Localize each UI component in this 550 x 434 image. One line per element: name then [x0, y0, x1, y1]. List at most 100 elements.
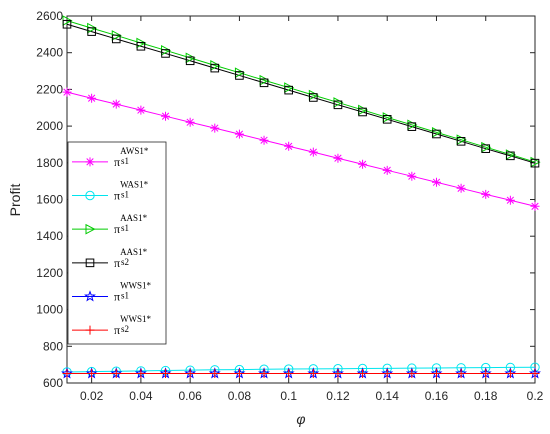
data-point [308, 368, 318, 378]
legend-marker [85, 325, 95, 335]
data-point [284, 85, 293, 95]
data-point [62, 19, 72, 29]
data-point [62, 87, 72, 97]
legend-marker [85, 258, 95, 268]
data-point [259, 368, 269, 378]
data-point [308, 147, 318, 157]
y-tick-label: 600 [43, 376, 63, 390]
data-point [136, 368, 146, 378]
data-point [506, 151, 515, 161]
legend: πAWS1* s1 πWAS1* s1 πAAS1* s1 πAAS1* s2 πWWS1* s1… [67, 141, 167, 345]
data-point [431, 177, 441, 187]
data-point [259, 78, 269, 88]
data-point [161, 368, 171, 378]
x-tick-label: 0.14 [376, 389, 400, 403]
y-tick-label: 2600 [36, 9, 63, 23]
data-point [481, 368, 491, 378]
data-point [358, 159, 368, 169]
data-point [407, 368, 417, 378]
data-point [87, 27, 96, 36]
data-point [456, 368, 466, 378]
legend-label: πAAS1* s2 [114, 247, 148, 270]
data-point [530, 158, 540, 168]
x-tick-label: 0.08 [228, 389, 252, 403]
y-tick-label: 800 [43, 339, 63, 353]
x-tick-label: 0.06 [178, 389, 202, 403]
data-point [185, 56, 195, 66]
data-point [530, 368, 540, 378]
y-tick-label: 2200 [36, 82, 63, 96]
legend-label: πWWS1* s1 [114, 281, 152, 304]
data-point [210, 63, 220, 73]
x-axis-label: φ [296, 411, 305, 427]
legend-marker [84, 290, 96, 302]
data-point [309, 93, 318, 102]
y-tick-label: 2400 [36, 46, 63, 60]
legend-label: πWWS1* s2 [114, 314, 152, 337]
x-tick-label: 0.16 [425, 389, 449, 403]
data-point [234, 368, 244, 378]
data-point [210, 123, 220, 133]
data-point [358, 368, 368, 378]
data-point [382, 165, 392, 175]
legend-marker [85, 223, 96, 235]
data-point [505, 368, 515, 378]
x-tick-label: 0.12 [326, 389, 350, 403]
y-tick-label: 1800 [36, 156, 63, 170]
legend-label: πAWS1* s1 [114, 146, 149, 169]
x-tick-label: 0.2 [527, 389, 544, 403]
data-point [431, 368, 441, 378]
data-point [333, 100, 343, 110]
data-point [407, 122, 417, 131]
x-tick-label: 0.02 [80, 389, 104, 403]
x-tick-label: 0.18 [474, 389, 498, 403]
data-point [161, 111, 171, 121]
data-point [136, 41, 146, 51]
data-point [530, 201, 540, 211]
legend-label: πWAS1* s1 [114, 180, 149, 203]
data-point [111, 99, 121, 109]
data-point [358, 107, 367, 117]
data-point [185, 117, 195, 127]
data-point [161, 49, 170, 58]
data-point [333, 368, 343, 378]
series-markers [61, 15, 541, 379]
y-tick-label: 2000 [36, 119, 63, 133]
data-point [210, 368, 220, 378]
data-point [111, 34, 121, 44]
data-point [456, 183, 466, 193]
data-point [62, 368, 72, 378]
x-tick-label: 0.04 [129, 389, 153, 403]
legend-marker [85, 190, 95, 201]
ticks: 0.02 0.04 0.06 0.08 0.1 0.12 0.14 0.16 0.18 0.2 60… [36, 9, 543, 403]
data-point [87, 368, 97, 378]
data-point [87, 93, 97, 103]
legend-label: πAAS1* s1 [114, 213, 148, 236]
series-line-0 [66, 91, 536, 207]
data-point [407, 171, 417, 181]
data-point [284, 368, 294, 378]
data-point [432, 129, 441, 139]
y-tick-label: 1600 [36, 193, 63, 207]
data-point [481, 144, 491, 153]
data-point [284, 141, 294, 151]
data-point [333, 153, 343, 163]
legend-marker [85, 157, 95, 167]
legend-box [67, 141, 167, 345]
data-point [505, 195, 515, 205]
data-point [111, 368, 121, 378]
y-tick-label: 1200 [36, 266, 63, 280]
y-tick-label: 1000 [36, 303, 63, 317]
data-point [235, 71, 244, 80]
data-point [234, 129, 244, 139]
data-point [259, 135, 269, 145]
y-tick-label: 1400 [36, 229, 63, 243]
y-axis-label: Profit [7, 184, 23, 217]
x-tick-label: 0.1 [280, 389, 297, 403]
data-point [136, 105, 146, 115]
data-point [481, 189, 491, 199]
data-point [185, 368, 195, 378]
data-point [382, 368, 392, 378]
data-point [456, 137, 466, 146]
